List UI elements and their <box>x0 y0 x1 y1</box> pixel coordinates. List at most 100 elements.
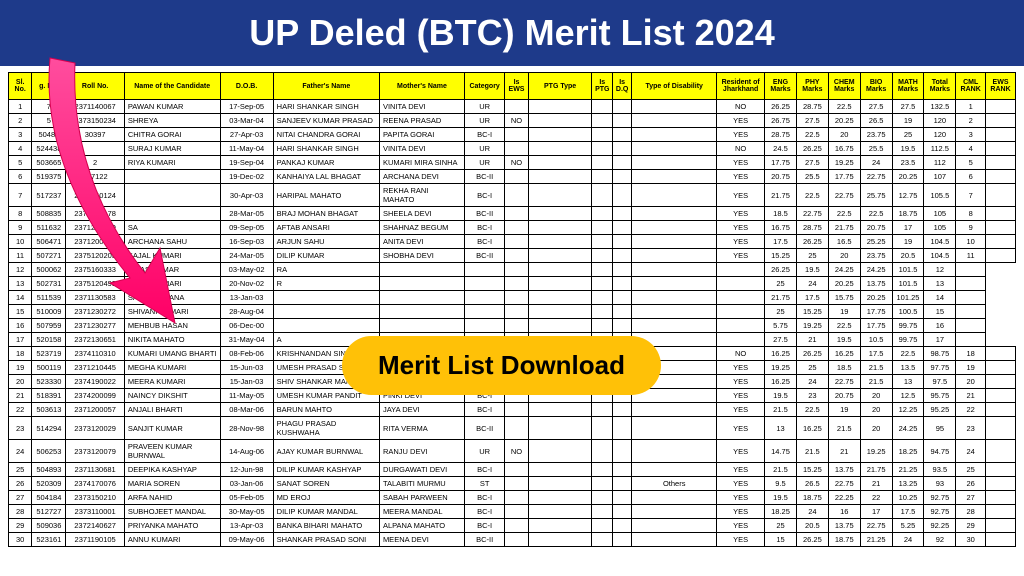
table-cell: 22 <box>956 403 986 417</box>
merit-list-download-button[interactable]: Merit List Download <box>342 336 661 395</box>
table-cell <box>632 463 717 477</box>
table-cell: YES <box>717 235 765 249</box>
table-cell <box>505 291 528 305</box>
table-cell: 20.5 <box>796 519 828 533</box>
table-cell: YES <box>717 440 765 463</box>
table-cell <box>592 417 613 440</box>
table-cell: 19.5 <box>765 389 797 403</box>
table-cell: 25 <box>765 277 797 291</box>
table-cell: 6 <box>956 170 986 184</box>
table-cell: 19.5 <box>828 333 860 347</box>
table-cell: 2374200099 <box>66 389 124 403</box>
table-cell: 23.75 <box>860 128 892 142</box>
table-cell <box>956 291 986 305</box>
table-cell <box>124 207 220 221</box>
table-cell <box>986 128 1016 142</box>
table-cell: 19 <box>828 305 860 319</box>
table-cell: 92.75 <box>924 505 956 519</box>
table-cell: 92.75 <box>924 491 956 505</box>
table-cell <box>632 440 717 463</box>
table-cell <box>717 319 765 333</box>
table-cell: 20 <box>828 249 860 263</box>
table-cell: 502731 <box>32 277 66 291</box>
table-cell <box>613 533 632 547</box>
table-row: 155100092371230272SHIVANI KUMARI28-Aug-0… <box>9 305 1016 319</box>
table-cell: 2375120203 <box>66 249 124 263</box>
table-cell <box>505 277 528 291</box>
col-header: g. No. <box>32 73 66 100</box>
table-cell: 17.5 <box>796 291 828 305</box>
table-cell <box>124 184 220 207</box>
table-cell: 523330 <box>32 375 66 389</box>
table-cell: 97.5 <box>924 375 956 389</box>
table-cell <box>986 184 1016 207</box>
table-cell: 2372130651 <box>66 333 124 347</box>
table-cell: 506471 <box>32 235 66 249</box>
table-cell <box>592 170 613 184</box>
table-cell: 97.75 <box>924 361 956 375</box>
table-row: 255048932371130681DEEPIKA KASHYAP12-Jun-… <box>9 463 1016 477</box>
table-cell <box>613 249 632 263</box>
table-cell: 95.75 <box>924 389 956 403</box>
table-cell: 17.5 <box>860 347 892 361</box>
table-cell: 18 <box>9 347 32 361</box>
table-cell: 26.25 <box>765 100 797 114</box>
table-cell <box>717 263 765 277</box>
table-cell: 14-Aug-06 <box>220 440 273 463</box>
table-cell: 22.25 <box>828 491 860 505</box>
table-cell <box>613 184 632 207</box>
table-cell: 12 <box>924 263 956 277</box>
table-cell: 14.75 <box>765 440 797 463</box>
table-cell: 17 <box>924 333 956 347</box>
table-cell: 28-Aug-04 <box>220 305 273 319</box>
table-cell: SANAT SOREN <box>273 477 379 491</box>
table-cell: 517237 <box>32 184 66 207</box>
table-cell: 11 <box>956 249 986 263</box>
table-cell <box>592 403 613 417</box>
table-cell: SANJEEV KUMAR PRASAD <box>273 114 379 128</box>
table-cell <box>505 170 528 184</box>
table-cell <box>986 389 1016 403</box>
table-cell: 22.5 <box>796 128 828 142</box>
table-cell: 2374170076 <box>66 477 124 491</box>
table-cell <box>528 291 592 305</box>
table-cell: 504184 <box>32 491 66 505</box>
table-row: 235142942373120029SANJIT KUMAR28-Nov-98P… <box>9 417 1016 440</box>
table-cell: 22 <box>9 403 32 417</box>
table-row: 245062532373120079PRAVEEN KUMAR BURNWAL1… <box>9 440 1016 463</box>
table-cell: 13.75 <box>828 519 860 533</box>
table-cell: 523719 <box>32 347 66 361</box>
table-cell: 99.75 <box>892 333 924 347</box>
table-cell: 21.5 <box>860 361 892 375</box>
table-cell: 20 <box>9 375 32 389</box>
col-header: PHY Marks <box>796 73 828 100</box>
table-cell <box>956 263 986 277</box>
table-row: 7517237237214012430-Apr-03HARIPAL MAHATO… <box>9 184 1016 207</box>
table-cell: ARJUN SAHU <box>273 235 379 249</box>
table-cell <box>613 221 632 235</box>
table-cell <box>613 156 632 170</box>
table-cell: NIKITA MAHATO <box>124 333 220 347</box>
table-cell: 12.5 <box>892 389 924 403</box>
table-cell: 2374110310 <box>66 347 124 361</box>
table-row: 651937523712219-Dec-02KANHAIYA LAL BHAGA… <box>9 170 1016 184</box>
table-cell <box>528 221 592 235</box>
table-cell: 3 <box>9 128 32 142</box>
table-cell: 104.5 <box>924 235 956 249</box>
table-cell: YES <box>717 156 765 170</box>
table-cell: 2373120079 <box>66 440 124 463</box>
table-cell: 520309 <box>32 477 66 491</box>
table-cell <box>986 156 1016 170</box>
table-cell: 14 <box>924 291 956 305</box>
table-cell: 25 <box>765 305 797 319</box>
table-cell <box>632 207 717 221</box>
table-cell: 21 <box>956 389 986 403</box>
merit-list-table-wrap: Sl. No.g. No.Roll No.Name of the Candida… <box>0 72 1024 547</box>
table-cell: 94.75 <box>924 440 956 463</box>
table-cell <box>632 156 717 170</box>
table-cell: 26 <box>956 477 986 491</box>
table-cell <box>505 128 528 142</box>
table-cell: 2 <box>9 114 32 128</box>
table-cell <box>632 170 717 184</box>
table-cell <box>505 142 528 156</box>
